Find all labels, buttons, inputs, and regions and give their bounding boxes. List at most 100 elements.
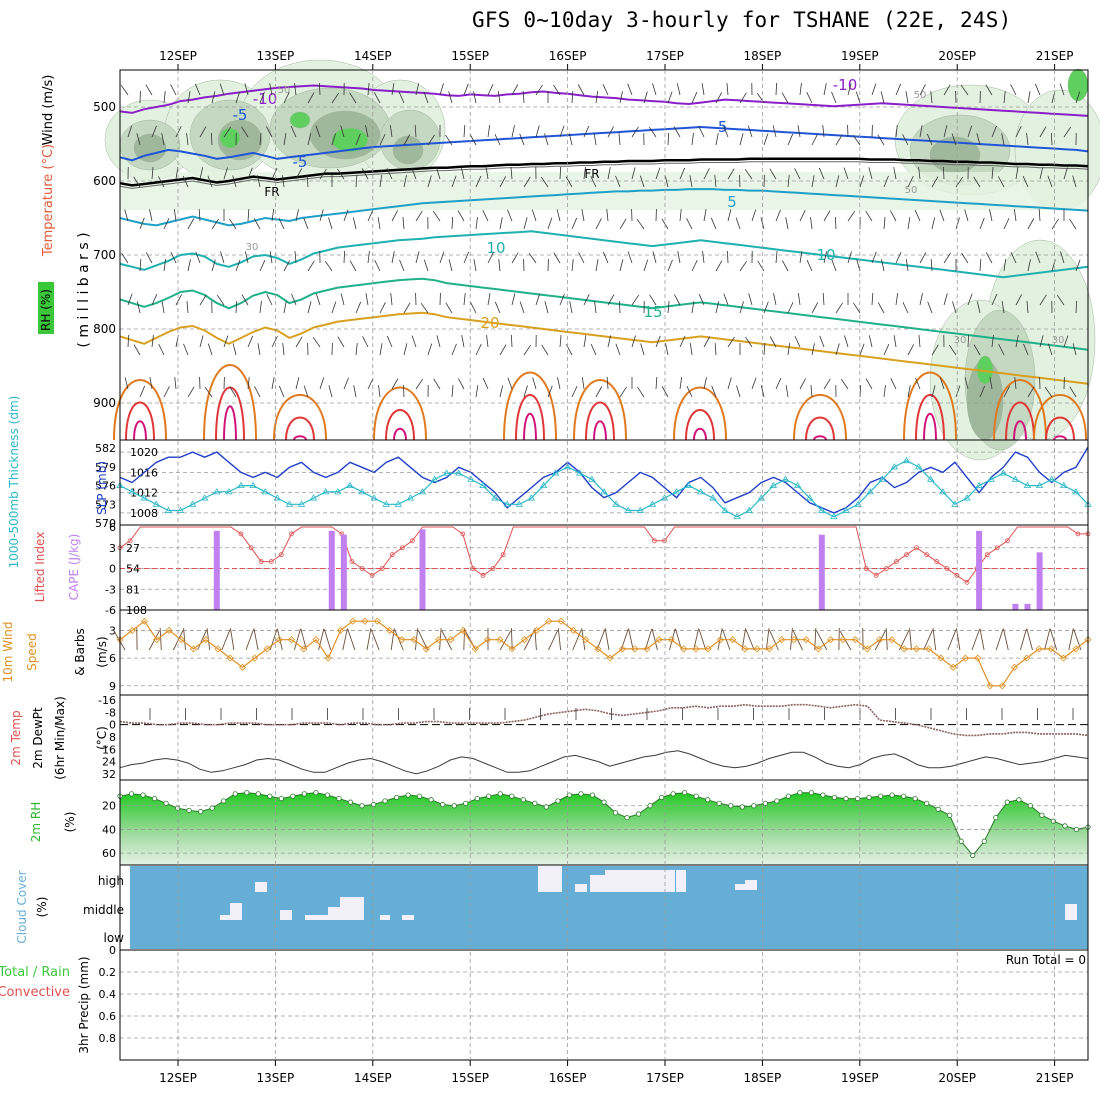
li-marker xyxy=(490,566,496,571)
wind-barb xyxy=(823,210,831,222)
wind-barb xyxy=(194,83,201,96)
date-label-bottom: 18SEP xyxy=(744,1071,782,1085)
wind-barb xyxy=(473,259,477,272)
cloud-block xyxy=(745,880,757,890)
wind-barb xyxy=(411,335,417,348)
wind-barb xyxy=(881,259,885,272)
wind-barb xyxy=(865,210,873,222)
wind-barb xyxy=(1022,175,1029,188)
wind-barb xyxy=(487,83,494,96)
wind-barb xyxy=(307,260,315,272)
wind-barb xyxy=(499,176,506,188)
wind-barb xyxy=(199,335,204,348)
wind-barb xyxy=(278,385,285,398)
surface-wind-barb xyxy=(221,629,231,651)
thickness-tick: 570 xyxy=(95,517,116,530)
wind-barb xyxy=(948,344,957,356)
surface-wind-barb xyxy=(183,628,186,651)
wind-barb xyxy=(175,126,182,138)
li-marker xyxy=(873,573,879,578)
thickness-marker xyxy=(225,488,233,495)
wind-barb xyxy=(769,168,777,180)
wind-barb xyxy=(1075,259,1081,272)
surface-wind-barb xyxy=(390,628,395,651)
rh2m-marker xyxy=(393,794,400,801)
wind-barb xyxy=(667,132,670,146)
rh2m-marker xyxy=(336,795,342,802)
wind-barb xyxy=(331,133,336,146)
wind-barb xyxy=(247,209,250,222)
total-rain-label: Total / Rain xyxy=(0,965,70,980)
wind-barb xyxy=(1056,294,1065,306)
wind-speed-marker xyxy=(422,645,430,653)
wind-barb xyxy=(914,209,921,222)
wind-barb xyxy=(691,133,694,146)
wind-barb xyxy=(403,343,408,356)
cloud-block xyxy=(735,884,745,890)
wind-barb xyxy=(523,344,532,356)
surface-wind-barb xyxy=(745,629,755,651)
wind-barb xyxy=(703,168,710,180)
warm-contour-loop xyxy=(373,386,427,441)
freezing-label: FR xyxy=(264,185,279,199)
wind-barb xyxy=(1027,259,1031,272)
wind-speed-marker xyxy=(704,645,712,653)
freezing-level-shadow xyxy=(119,161,1089,189)
wind-barb xyxy=(163,217,170,230)
wind-barb xyxy=(677,251,681,264)
wind-barb xyxy=(1003,217,1010,230)
wind-barb xyxy=(871,251,877,264)
wind-barb xyxy=(822,125,825,138)
wind-barb xyxy=(361,168,369,180)
li-marker xyxy=(410,538,415,544)
li-axis-label: Lifted Index xyxy=(33,532,47,603)
warm-contour-loop xyxy=(585,401,615,441)
wind-barb xyxy=(439,83,444,96)
wind-barb xyxy=(340,293,345,306)
surface-wind-barb xyxy=(698,628,707,651)
wind-barb xyxy=(823,251,828,264)
panel-frame-7 xyxy=(119,949,1089,1061)
temp-tick: 0 xyxy=(109,719,116,732)
wind-axis-label: Wind (m/s) xyxy=(41,75,56,146)
wind-barb xyxy=(510,334,513,348)
wind-barb xyxy=(1026,133,1029,146)
wind-barb xyxy=(244,251,249,264)
wind-barb xyxy=(787,175,790,188)
wind-10m-panel: 9 6 3 10m Wind Speed & Barbs (m/s) xyxy=(1,617,1092,693)
wind-barb xyxy=(522,91,525,104)
wind-barb xyxy=(1001,133,1005,146)
wind-barb xyxy=(951,133,957,146)
wind-barb xyxy=(590,176,597,188)
thickness-marker xyxy=(878,475,887,482)
wind-barb xyxy=(686,385,693,398)
wind-barb xyxy=(535,293,541,306)
wind-speed-marker xyxy=(680,645,688,653)
wind-barb xyxy=(859,175,865,188)
warm-contour-loop xyxy=(693,427,707,441)
wind-barb xyxy=(701,83,705,96)
li-marker xyxy=(399,545,405,551)
wind-barb xyxy=(667,91,673,104)
wind-speed-marker xyxy=(667,636,675,644)
thickness-marker xyxy=(394,500,403,507)
wind-speed-marker xyxy=(287,636,296,644)
barbs-axis-label: & Barbs xyxy=(73,628,87,676)
wind-barb xyxy=(727,377,732,390)
wind-barb xyxy=(973,176,981,188)
wind-barb xyxy=(186,301,189,314)
wind-barb xyxy=(763,343,766,356)
wind-barb xyxy=(295,168,303,180)
wind-barb xyxy=(257,175,261,188)
thickness-marker xyxy=(249,481,257,489)
rh2m-marker xyxy=(647,803,653,809)
wind-speed-marker xyxy=(863,645,872,653)
wind-barb xyxy=(499,385,504,398)
surface-wind-barb xyxy=(293,628,301,651)
thickness-marker xyxy=(1035,481,1044,489)
surface-wind-barb xyxy=(159,628,162,651)
wind-barb xyxy=(930,259,933,272)
temp-contour-15C xyxy=(119,277,1089,351)
rh-axis-label: RH (%) xyxy=(39,289,53,331)
rh2m-marker xyxy=(209,805,215,811)
